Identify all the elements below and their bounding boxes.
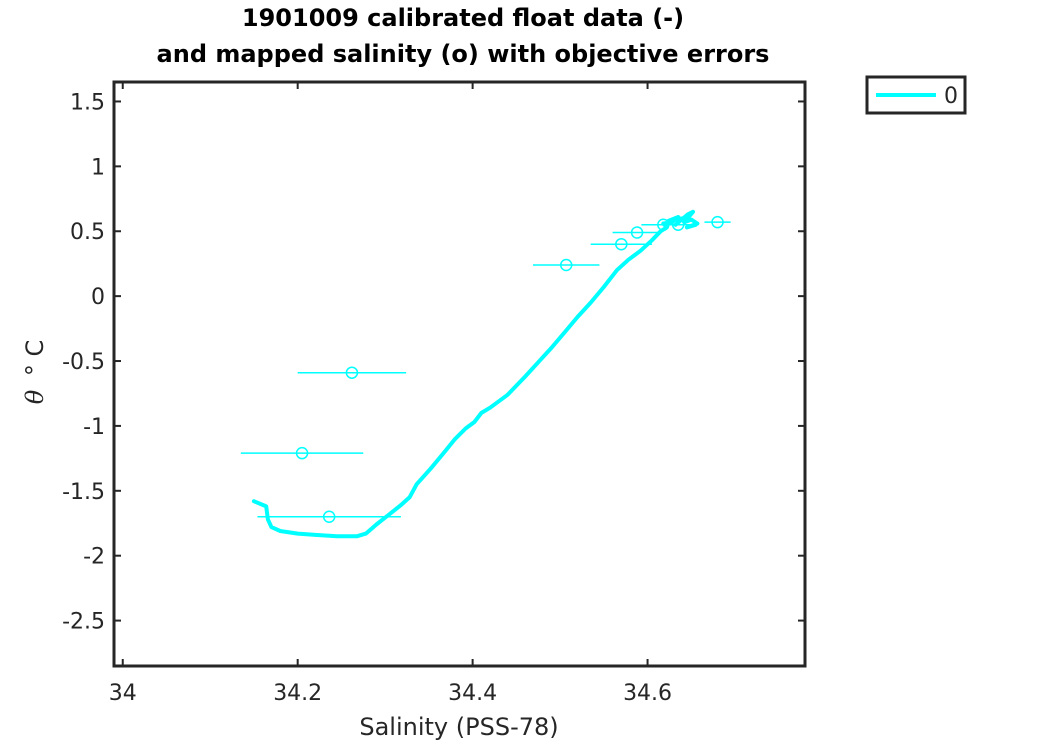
series-layer [240,209,731,539]
y-tick-label: 1 [91,155,105,180]
y-tick-label: -1 [83,415,105,440]
y-axis-ticks: -2.5 -2 -1.5 -1 -0.5 0 0.5 1 1.5 [62,90,805,635]
y-tick-label: 0 [91,285,105,310]
x-tick-label: 34.6 [623,681,672,706]
plot-frame [112,80,807,668]
legend: 0 [865,75,967,115]
y-axis-label-unit: ° C [21,340,49,376]
chart-title-line-1: 1901009 calibrated float data (-) [242,4,684,32]
mapped-salinity-marker [295,446,309,460]
x-axis-label: Salinity (PSS-78) [359,713,558,741]
mapped-salinity-marker [345,366,359,379]
svg-text:θ ° C: θ ° C [21,340,49,404]
x-tick-label: 34 [109,681,137,706]
mapped-salinity-marker [559,258,573,272]
float-profile-line [251,209,700,539]
y-tick-label: -0.5 [62,350,105,375]
y-axis-label: θ ° C [21,340,49,404]
mapped-salinity-marker [322,510,336,524]
chart-title: 1901009 calibrated float data (-) and ma… [157,4,770,68]
y-axis-label-symbol: θ [21,389,49,404]
x-tick-label: 34.2 [273,681,322,706]
mapped-salinity-marker [671,218,685,232]
x-tick-label: 34.4 [448,681,497,706]
plot-area [114,82,805,666]
y-tick-label: -1.5 [62,480,105,505]
x-axis-ticks: 34 34.2 34.4 34.6 [109,82,672,706]
chart-title-line-2: and mapped salinity (o) with objective e… [157,40,770,68]
y-tick-label: 1.5 [70,90,105,115]
mapped-salinity-marker [630,226,644,239]
y-tick-label: 0.5 [70,220,105,245]
y-tick-label: -2 [83,545,105,570]
mapped-salinity-marker [615,237,628,251]
y-tick-label: -2.5 [62,610,105,635]
mapped-salinity-marker [711,215,724,229]
legend-entry-label: 0 [944,84,958,109]
